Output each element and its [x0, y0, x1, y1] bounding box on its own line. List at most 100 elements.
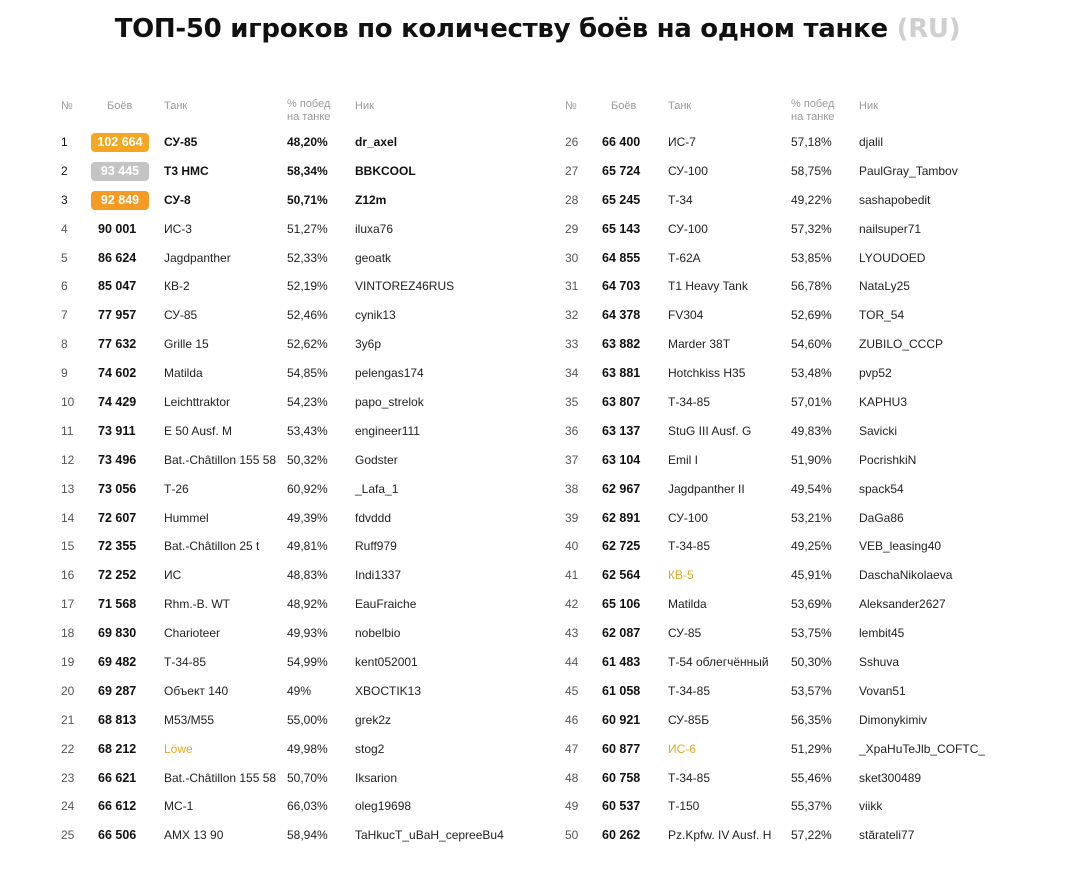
table-row: 36 63 137 StuG III Ausf. G 49,83% Savicki	[562, 417, 1032, 446]
header-battles: Боёв	[107, 100, 133, 112]
row-win-rate: 48,20%	[287, 135, 328, 149]
row-win-rate: 66,03%	[287, 799, 328, 814]
row-nickname: sket300489	[859, 770, 922, 785]
row-rank: 25	[61, 828, 75, 843]
row-rank: 18	[61, 626, 75, 641]
row-rank: 21	[61, 712, 75, 727]
table-row: 46 60 921 СУ-85Б 56,35% Dimonykimiv	[562, 706, 1032, 735]
row-nickname: DaGa86	[859, 510, 904, 525]
row-rank: 15	[61, 539, 75, 554]
row-win-rate: 58,34%	[287, 163, 328, 178]
row-nickname: Dimonykimiv	[859, 712, 928, 727]
row-battles: 72 607	[98, 510, 137, 525]
row-win-rate: 57,18%	[791, 135, 832, 149]
row-battles: 85 047	[98, 279, 137, 294]
row-tank: Leichttraktor	[164, 395, 231, 410]
row-nickname: NataLy25	[859, 279, 910, 294]
ranking-table-left: № Боёв Танк % побед на танке Ник 1 102 664…	[58, 96, 528, 850]
row-win-rate: 53,75%	[791, 626, 832, 641]
row-battles: 65 245	[602, 192, 641, 207]
row-nickname: stărateli77	[859, 828, 915, 843]
table-row: 23 66 621 Bat.-Châtillon 155 58 50,70% Iksar…	[58, 764, 528, 793]
row-battles: 65 106	[602, 597, 641, 612]
row-battles: 69 482	[98, 655, 137, 670]
row-nickname: dr_axel	[355, 135, 398, 149]
row-rank: 46	[565, 712, 579, 727]
table-row: 18 69 830 Charioteer 49,93% nobelbio	[58, 619, 528, 648]
row-win-rate: 54,85%	[287, 366, 328, 381]
row-rank: 37	[565, 452, 579, 467]
row-tank: Т-34-85	[668, 539, 711, 554]
row-battles: 63 881	[602, 366, 641, 381]
table-header: № Боёв Танк % побед на танке Ник	[562, 96, 1032, 128]
row-nickname: TOR_54	[859, 308, 905, 323]
table-rows: 1 102 664 СУ-85 48,20% dr_axel 2 93 445 Т3 НМС 5…	[58, 128, 528, 850]
header-win-rate: % побед на танке	[791, 98, 835, 123]
row-tank: Т-34-85	[668, 683, 711, 698]
row-tank: AMX 13 90	[164, 828, 224, 843]
header-nickname: Ник	[355, 100, 374, 112]
row-battles: 77 957	[98, 308, 137, 323]
row-battles: 63 882	[602, 337, 641, 352]
row-battles: 71 568	[98, 597, 137, 612]
row-rank: 19	[61, 655, 75, 670]
row-tank: КВ-2	[164, 279, 190, 294]
table-row: 4 90 001 ИС-3 51,27% iluxa76	[58, 215, 528, 244]
row-battles: 63 807	[602, 395, 641, 410]
row-win-rate: 57,01%	[791, 395, 832, 410]
row-win-rate: 45,91%	[791, 568, 832, 583]
row-battles: 64 378	[602, 308, 641, 323]
row-nickname: geoatk	[355, 250, 392, 265]
row-battles: 63 137	[602, 423, 641, 438]
row-nickname: VINTOREZ46RUS	[355, 279, 455, 294]
row-rank: 20	[61, 683, 75, 698]
title-main: ТОП-50 игроков по количеству боёв на одн…	[114, 14, 888, 44]
row-nickname: iluxa76	[355, 221, 394, 236]
row-tank: Jagdpanther	[164, 250, 231, 265]
row-nickname: pvp52	[859, 366, 892, 381]
row-tank: Marder 38T	[668, 337, 731, 352]
row-nickname: nobelbio	[355, 626, 401, 641]
row-rank: 8	[61, 337, 68, 352]
row-rank: 29	[565, 221, 579, 236]
row-win-rate: 49,98%	[287, 741, 328, 756]
row-rank: 17	[61, 597, 75, 612]
row-win-rate: 52,62%	[287, 337, 328, 352]
row-win-rate: 50,32%	[287, 452, 328, 467]
row-nickname: Sshuva	[859, 655, 900, 670]
row-rank: 7	[61, 308, 68, 323]
row-battles: 66 612	[98, 799, 137, 814]
table-row: 39 62 891 СУ-100 53,21% DaGa86	[562, 504, 1032, 533]
row-win-rate: 53,48%	[791, 366, 832, 381]
row-battles: 66 400	[602, 135, 641, 149]
row-nickname: KAPHU3	[859, 395, 908, 410]
table-row: 42 65 106 Matilda 53,69% Aleksander2627	[562, 590, 1032, 619]
row-rank: 47	[565, 741, 579, 756]
row-rank: 3	[61, 192, 68, 207]
row-win-rate: 49,93%	[287, 626, 328, 641]
table-row: 13 73 056 Т-26 60,92% _Lafa_1	[58, 475, 528, 504]
row-tank: СУ-85	[164, 135, 198, 149]
row-nickname: Indi1337	[355, 568, 402, 583]
row-battles: 62 564	[602, 568, 641, 583]
table-row: 12 73 496 Bat.-Châtillon 155 58 50,32% Godst…	[58, 446, 528, 475]
row-battles: 60 537	[602, 799, 641, 814]
table-row: 3 92 849 СУ-8 50,71% Z12m	[58, 186, 528, 215]
row-nickname: PocrishkiN	[859, 452, 917, 467]
row-battles: 65 143	[602, 221, 641, 236]
row-tank: Т-62А	[668, 250, 701, 265]
row-win-rate: 57,22%	[791, 828, 832, 843]
row-win-rate: 52,69%	[791, 308, 832, 323]
row-tank: Bat.-Châtillon 155 58	[164, 452, 277, 467]
row-win-rate: 49,22%	[791, 192, 832, 207]
row-battles: 61 483	[602, 655, 641, 670]
row-rank: 1	[61, 135, 68, 149]
row-nickname: BBKCOOL	[355, 163, 416, 178]
row-rank: 26	[565, 135, 579, 149]
row-win-rate: 58,94%	[287, 828, 328, 843]
row-battles: 64 703	[602, 279, 641, 294]
table-row: 14 72 607 Hummel 49,39% fdvddd	[58, 504, 528, 533]
row-rank: 42	[565, 597, 579, 612]
row-tank: Matilda	[164, 366, 203, 381]
row-rank: 22	[61, 741, 75, 756]
